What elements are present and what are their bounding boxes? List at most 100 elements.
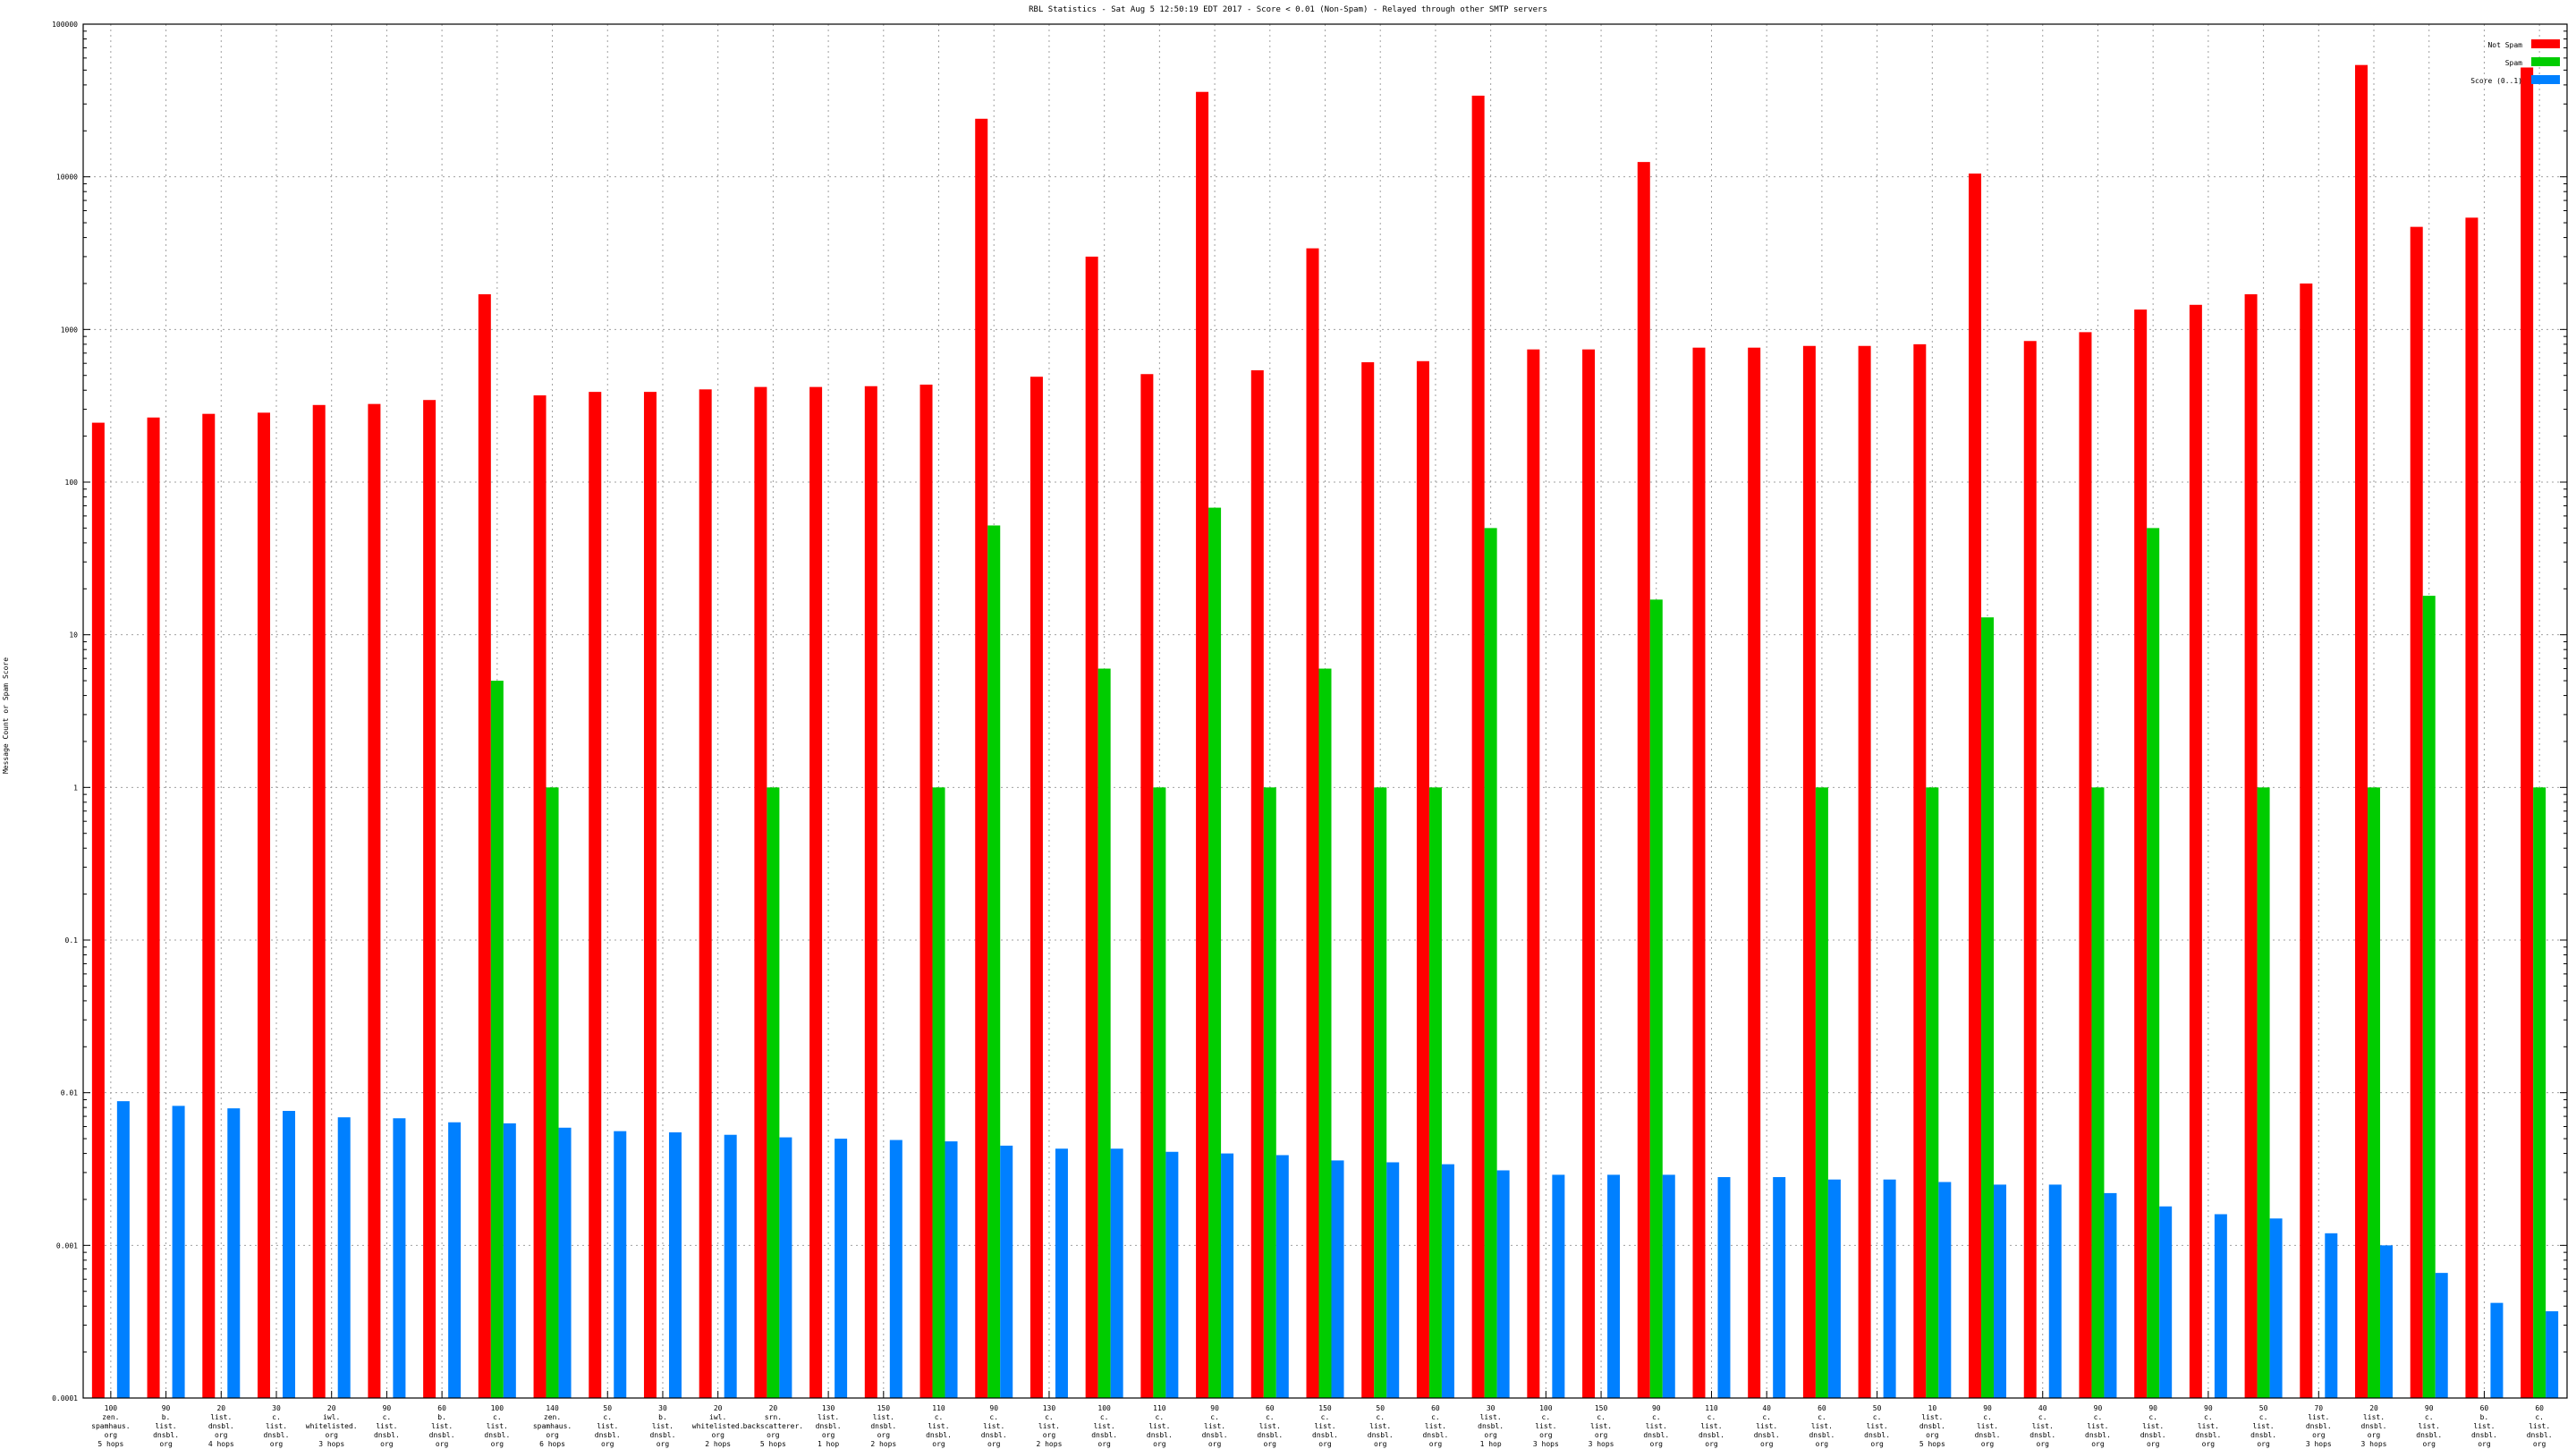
x-category-label: list. — [2473, 1422, 2495, 1430]
bar-score-0-1 — [1662, 1174, 1675, 1398]
bar-score-0-1 — [393, 1118, 406, 1398]
legend-swatch — [2531, 75, 2560, 84]
y-tick-label: 100 — [65, 479, 79, 487]
x-category-label: dnsbl. — [1147, 1431, 1173, 1439]
x-category-label: 20 — [2369, 1404, 2378, 1412]
x-category-label: list. — [2419, 1422, 2440, 1430]
x-category-label: c. — [2259, 1413, 2268, 1421]
bar-score-0-1 — [779, 1137, 792, 1398]
x-category-label: 3 hops — [2306, 1440, 2332, 1448]
x-category-label: dnsbl. — [2527, 1431, 2553, 1439]
x-category-label: org — [987, 1440, 1001, 1448]
x-category-label: dnsbl. — [1975, 1431, 2001, 1439]
x-category-label: org — [601, 1440, 614, 1448]
x-category-label: dnsbl. — [1864, 1431, 1890, 1439]
x-category-label: org — [2091, 1440, 2105, 1448]
x-category-label: dnsbl. — [816, 1422, 842, 1430]
bar-not-spam — [202, 413, 216, 1398]
x-category-label: org — [270, 1440, 284, 1448]
x-category-label: 50 — [603, 1404, 612, 1412]
x-category-label: list. — [2032, 1422, 2054, 1430]
x-category-label: spamhaus. — [91, 1422, 130, 1430]
bar-not-spam — [2410, 226, 2423, 1398]
x-category-label: c. — [1266, 1413, 1275, 1421]
x-category-label: dnsbl. — [2306, 1422, 2332, 1430]
bar-not-spam — [1969, 174, 1982, 1399]
bar-score-0-1 — [835, 1139, 848, 1398]
bar-spam — [1153, 787, 1166, 1398]
x-category-label: list. — [2198, 1422, 2219, 1430]
x-category-label: 130 — [822, 1404, 835, 1412]
bar-not-spam — [1913, 343, 1927, 1398]
bar-score-0-1 — [282, 1111, 295, 1398]
bar-score-0-1 — [2214, 1214, 2227, 1398]
x-category-label: list. — [818, 1413, 839, 1421]
x-category-label: 40 — [2038, 1404, 2047, 1412]
x-category-label: backscatterer. — [743, 1422, 803, 1430]
x-category-label: c. — [383, 1413, 392, 1421]
x-category-label: dnsbl. — [2085, 1431, 2111, 1439]
x-category-label: org — [2037, 1440, 2050, 1448]
bar-spam — [1926, 787, 1939, 1398]
x-category-label: org — [215, 1431, 228, 1439]
y-tick-label: 1 — [73, 784, 78, 792]
x-category-label: dnsbl. — [1257, 1431, 1283, 1439]
bar-not-spam — [1250, 370, 1264, 1399]
bar-score-0-1 — [1607, 1174, 1621, 1398]
x-category-label: 50 — [1376, 1404, 1385, 1412]
x-category-label: 50 — [2259, 1404, 2268, 1412]
x-category-label: 70 — [2314, 1404, 2323, 1412]
x-category-label: list. — [487, 1422, 508, 1430]
x-category-label: dnsbl. — [981, 1431, 1007, 1439]
x-category-label: dnsbl. — [650, 1431, 676, 1439]
x-category-label: org — [380, 1440, 394, 1448]
x-category-label: 110 — [1705, 1404, 1718, 1412]
x-category-label: dnsbl. — [153, 1431, 179, 1439]
x-category-label: org — [1153, 1440, 1166, 1448]
bar-not-spam — [1030, 377, 1043, 1398]
x-category-label: 20 — [714, 1404, 723, 1412]
y-axis-label: Message Count or Spam Score — [2, 657, 10, 774]
x-category-label: 100 — [105, 1404, 118, 1412]
bar-score-0-1 — [337, 1117, 351, 1398]
x-category-label: list. — [266, 1422, 287, 1430]
x-category-label: dnsbl. — [2029, 1431, 2055, 1439]
x-category-label: whitelisted. — [306, 1422, 358, 1430]
x-category-label: c. — [1597, 1413, 1606, 1421]
x-category-label: b. — [658, 1413, 667, 1421]
bar-spam — [1484, 528, 1497, 1398]
x-category-label: list. — [2142, 1422, 2164, 1430]
x-category-label: list. — [1480, 1413, 1502, 1421]
x-category-label: list. — [1977, 1422, 1998, 1430]
y-tick-label: 10 — [69, 631, 78, 640]
x-category-label: 1 hop — [818, 1440, 839, 1448]
bar-not-spam — [919, 385, 933, 1399]
y-tick-label: 0.01 — [61, 1089, 78, 1097]
bar-score-0-1 — [1165, 1151, 1179, 1398]
x-category-label: org — [2478, 1440, 2491, 1448]
x-category-label: c. — [1983, 1413, 1992, 1421]
x-category-label: dnsbl. — [2140, 1431, 2166, 1439]
x-category-label: list. — [1369, 1422, 1391, 1430]
x-category-label: b. — [162, 1413, 171, 1421]
x-category-label: org — [1429, 1440, 1443, 1448]
x-category-label: c. — [1100, 1413, 1109, 1421]
x-category-label: 6 hops — [539, 1440, 565, 1448]
x-category-label: b. — [437, 1413, 446, 1421]
x-category-label: list. — [1094, 1422, 1115, 1430]
bar-score-0-1 — [1110, 1148, 1123, 1398]
x-category-label: b. — [2480, 1413, 2489, 1421]
x-category-label: list. — [983, 1422, 1004, 1430]
bar-spam — [2533, 787, 2546, 1398]
x-category-label: c. — [1321, 1413, 1330, 1421]
bar-score-0-1 — [945, 1141, 958, 1398]
y-tick-label: 1000 — [61, 326, 78, 334]
x-category-label: 5 hops — [760, 1440, 786, 1448]
x-category-label: dnsbl. — [264, 1431, 290, 1439]
x-category-label: c. — [2094, 1413, 2103, 1421]
x-category-label: dnsbl. — [208, 1422, 234, 1430]
x-category-label: c. — [1762, 1413, 1771, 1421]
bar-score-0-1 — [2048, 1184, 2062, 1398]
bar-not-spam — [1527, 349, 1540, 1398]
x-category-label: c. — [1652, 1413, 1661, 1421]
